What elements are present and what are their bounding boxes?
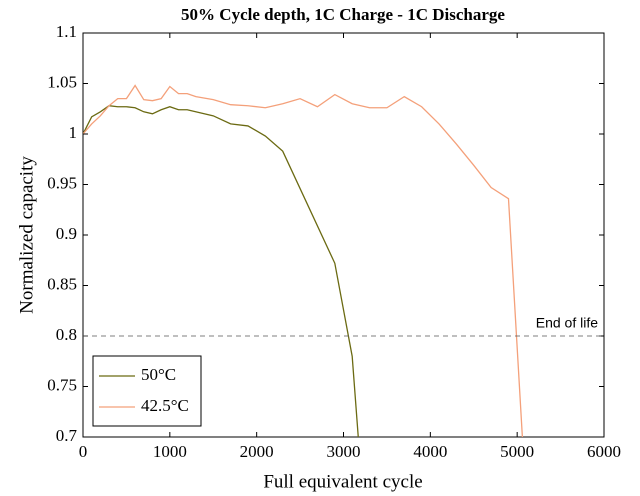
plot-lines [83,84,524,437]
y-tick-label: 0.95 [47,173,77,192]
x-tick-label: 6000 [587,442,621,461]
y-tick-label: 1.05 [47,72,77,91]
x-tick-label: 3000 [327,442,361,461]
y-axis-label: Normalized capacity [16,156,37,314]
y-tick-label: 0.85 [47,274,77,293]
x-tick-label: 5000 [500,442,534,461]
series-line [83,105,359,437]
series-line [83,84,524,437]
y-tick-label: 0.9 [56,224,77,243]
legend-label: 42.5°C [141,396,189,415]
y-tick-label: 1 [69,123,78,142]
x-tick-label: 4000 [413,442,447,461]
y-tick-label: 0.7 [56,426,78,445]
chart-title: 50% Cycle depth, 1C Charge - 1C Discharg… [181,5,505,24]
annotation: End of life [536,315,598,331]
legend-label: 50°C [141,365,176,384]
x-tick-label: 0 [79,442,88,461]
y-tick-label: 1.1 [56,22,77,41]
x-tick-label: 1000 [153,442,187,461]
x-tick-label: 2000 [240,442,274,461]
legend-box [92,355,202,427]
y-tick-label: 0.8 [56,325,77,344]
y-tick-label: 0.75 [47,375,77,394]
x-axis-label: Full equivalent cycle [263,471,422,492]
